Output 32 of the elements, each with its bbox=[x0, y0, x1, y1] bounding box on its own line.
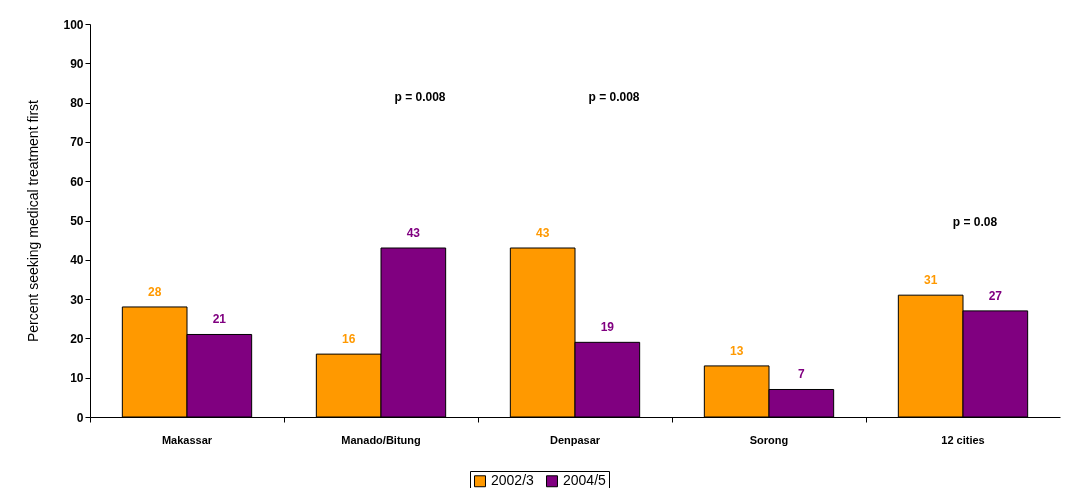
data-label: 31 bbox=[923, 273, 938, 288]
legend-label: 2004/5 bbox=[563, 472, 607, 488]
data-label: 28 bbox=[147, 284, 162, 299]
data-label: 16 bbox=[341, 332, 356, 347]
data-label: 27 bbox=[988, 288, 1003, 303]
y-tick-label: 80 bbox=[70, 96, 84, 111]
y-tick-label: 10 bbox=[70, 371, 84, 386]
x-tick-label: 12 cities bbox=[941, 433, 985, 446]
data-label: 21 bbox=[212, 312, 227, 327]
annotation: p = 0.08 bbox=[952, 215, 998, 229]
annotation: p = 0.008 bbox=[394, 90, 446, 104]
data-label: 19 bbox=[600, 320, 615, 335]
x-tick-label: Makassar bbox=[161, 433, 213, 446]
x-tick-label: Sorong bbox=[749, 433, 789, 446]
x-tick-label: Manado/Bitung bbox=[341, 433, 421, 446]
y-tick-label: 90 bbox=[70, 56, 84, 71]
data-label: 43 bbox=[535, 226, 550, 241]
y-tick-label: 20 bbox=[70, 331, 84, 346]
y-tick-label: 100 bbox=[63, 17, 84, 32]
y-tick-label: 0 bbox=[76, 410, 84, 425]
data-label: 7 bbox=[797, 367, 805, 382]
y-axis-title: Percent seeking medical treatment first bbox=[25, 99, 42, 342]
y-tick-label: 40 bbox=[70, 253, 84, 268]
y-tick-label: 50 bbox=[70, 214, 84, 228]
x-tick-label: Denpasar bbox=[549, 433, 601, 446]
y-tick-label: 70 bbox=[70, 135, 84, 150]
annotation: p = 0.008 bbox=[588, 90, 640, 104]
legend-label: 2002/3 bbox=[491, 472, 535, 488]
y-tick-label: 30 bbox=[70, 292, 84, 307]
y-tick-label: 60 bbox=[70, 174, 84, 189]
data-label: 13 bbox=[729, 343, 744, 358]
data-label: 43 bbox=[406, 226, 421, 241]
